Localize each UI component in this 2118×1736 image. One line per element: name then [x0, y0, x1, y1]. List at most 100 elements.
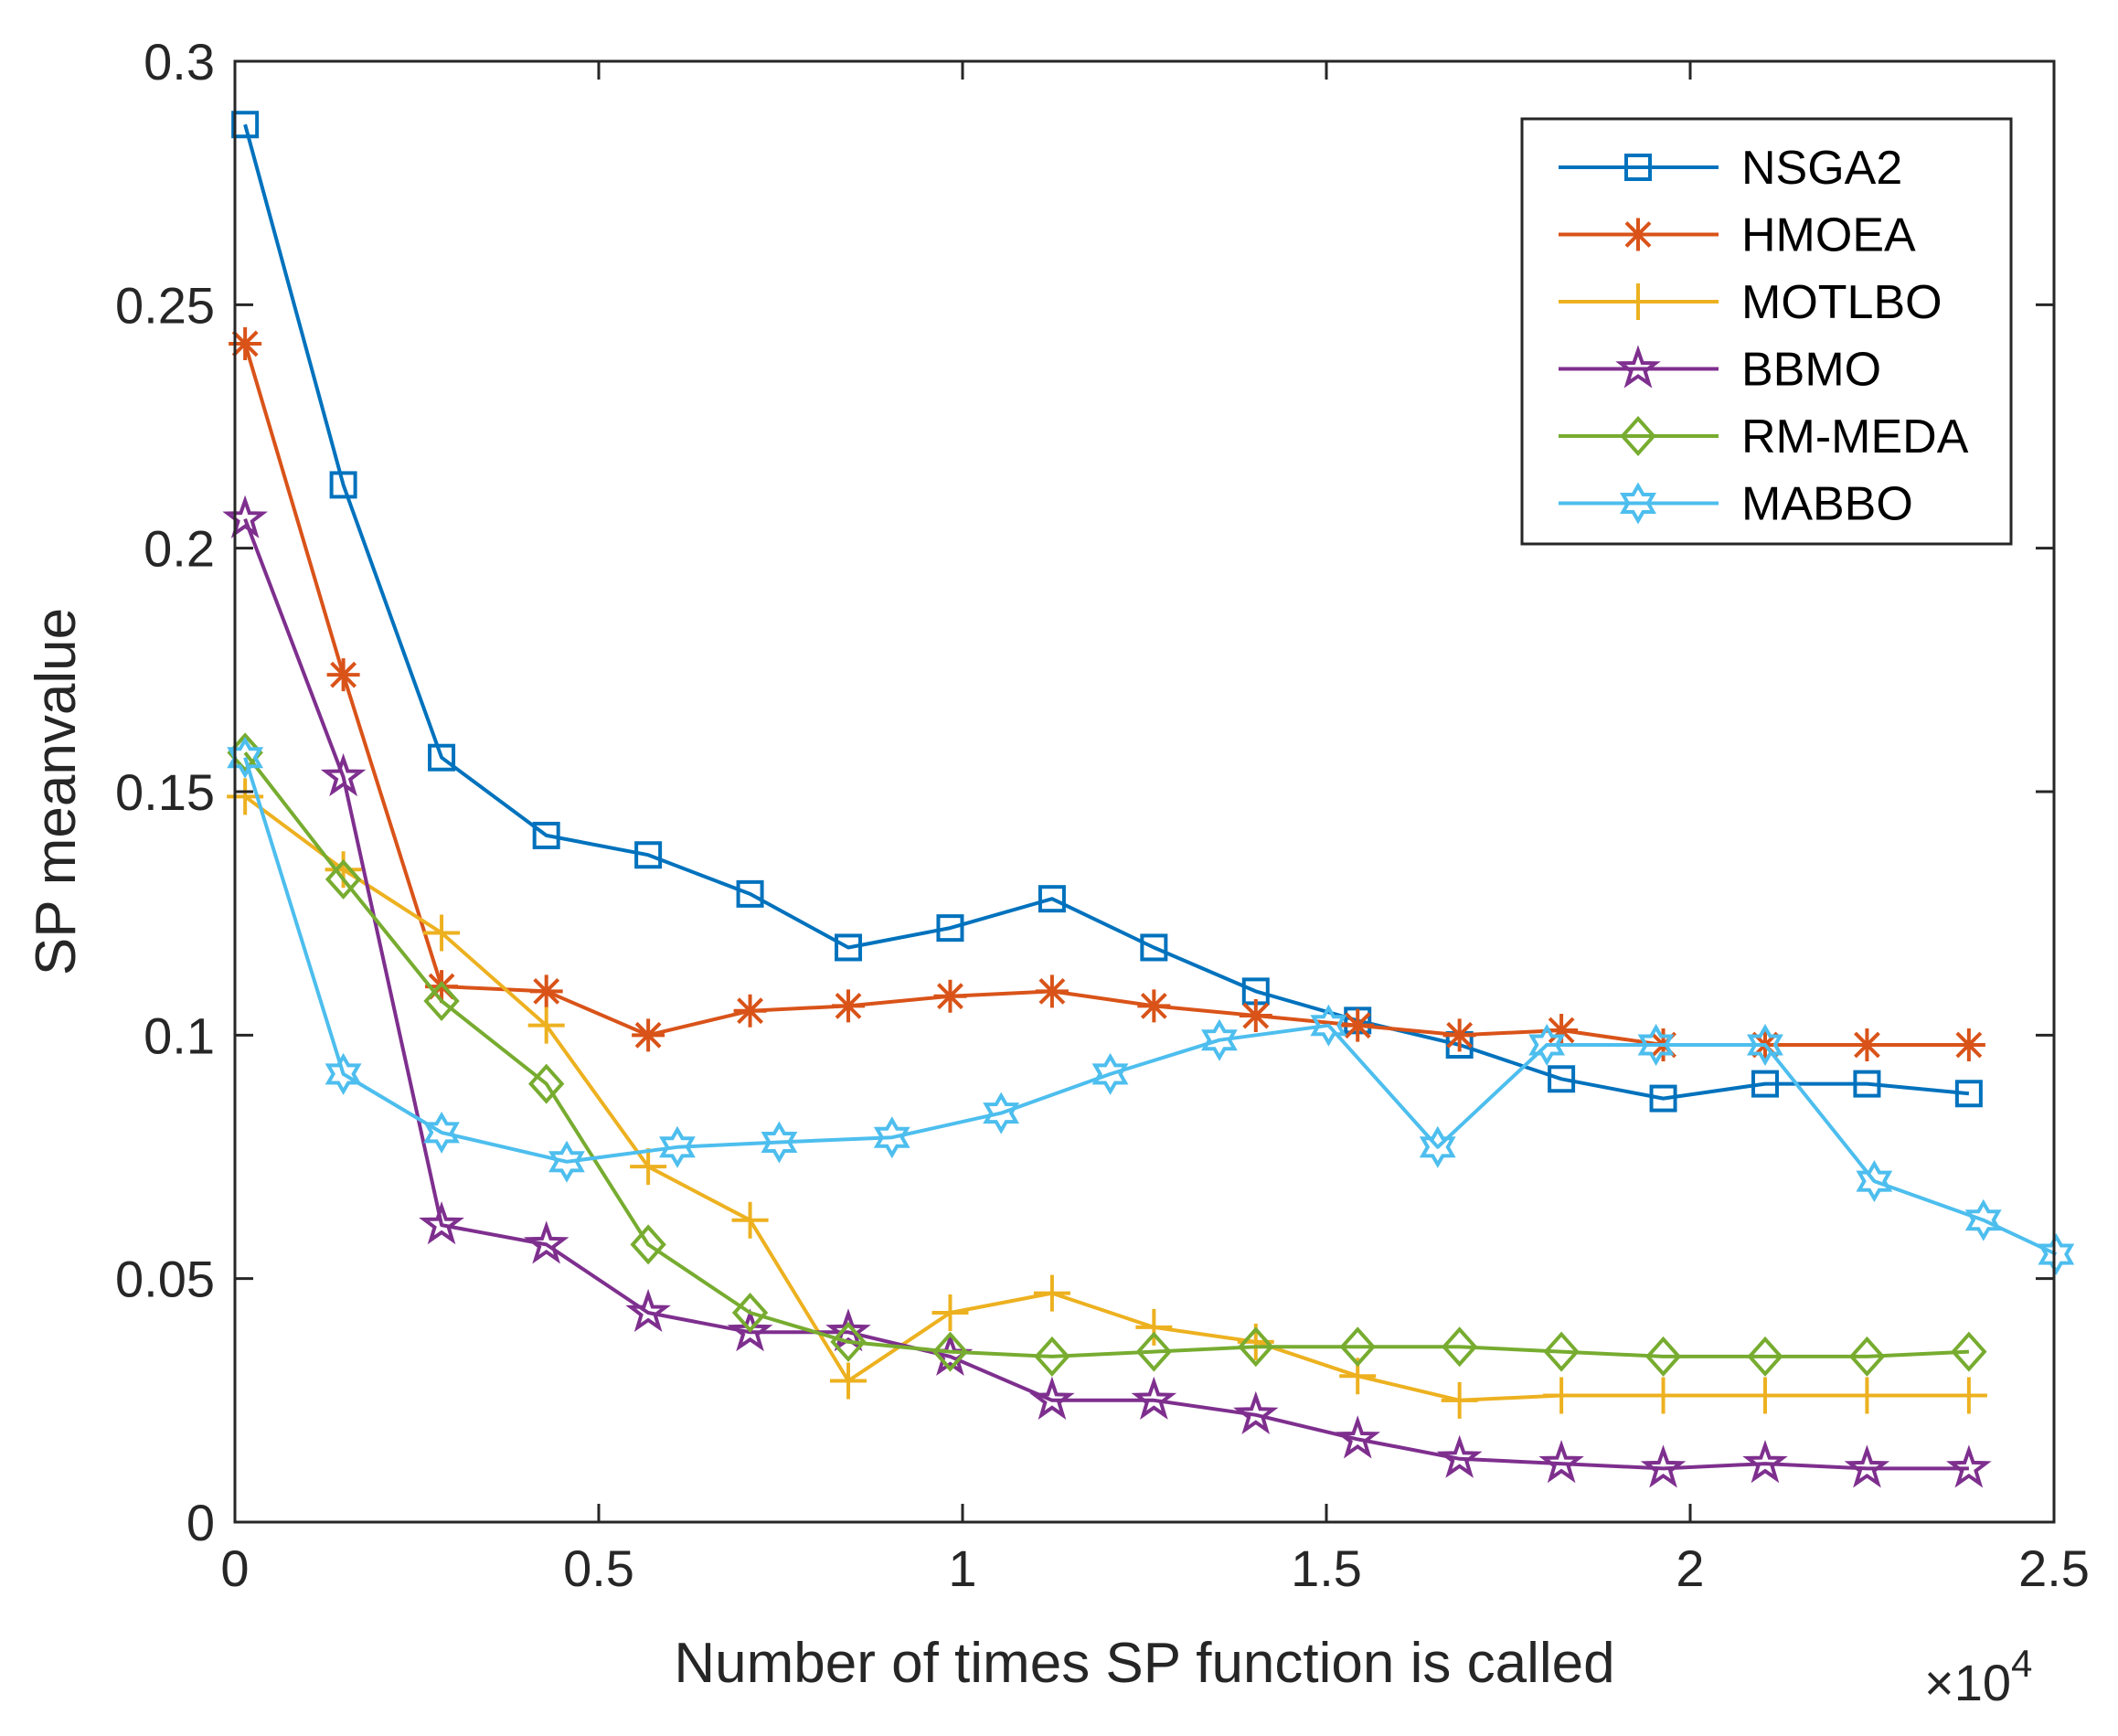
- data-point-nsga2: [428, 743, 456, 772]
- legend: NSGA2 HMOEA MOTLBO BBMO RM-MEDA MABBO: [1520, 117, 2013, 546]
- data-point-nsga2: [634, 841, 663, 869]
- data-point-rm-meda: [325, 858, 362, 900]
- legend-label: NSGA2: [1741, 142, 1902, 195]
- data-point-bbmo: [825, 1308, 871, 1352]
- data-point-mabbo: [761, 1121, 798, 1164]
- data-point-mabbo: [1419, 1125, 1456, 1168]
- data-point-rm-meda: [1034, 1336, 1070, 1377]
- data-point-nsga2: [1649, 1084, 1677, 1113]
- data-point-nsga2: [835, 933, 863, 962]
- data-point-motlbo: [1644, 1377, 1682, 1414]
- legend-marker: [1620, 416, 1656, 456]
- legend-marker: [1620, 283, 1656, 320]
- data-point-hmoea: [1442, 1018, 1476, 1052]
- data-point-nsga2: [532, 821, 560, 849]
- series-line-bbmo: [243, 517, 1969, 1471]
- data-point-hmoea: [1239, 999, 1272, 1033]
- series-bbmo: [222, 495, 1992, 1488]
- legend-box: [1520, 117, 2013, 546]
- data-point-bbmo: [625, 1288, 671, 1332]
- data-point-motlbo: [1441, 1381, 1478, 1419]
- data-point-hmoea: [933, 979, 967, 1013]
- data-point-nsga2: [1751, 1070, 1779, 1098]
- data-point-rm-meda: [1644, 1336, 1682, 1377]
- x-axis-label: Number of times SP function is called: [674, 1632, 1614, 1695]
- data-point-bbmo: [727, 1308, 773, 1352]
- data-point-motlbo: [1135, 1308, 1173, 1346]
- data-point-hmoea: [632, 1018, 665, 1052]
- data-point-bbmo: [1335, 1415, 1381, 1459]
- y-tick-label: 0: [186, 1494, 215, 1551]
- data-point-rm-meda: [630, 1224, 666, 1265]
- y-tick-label: 0.05: [115, 1251, 215, 1308]
- data-point-nsga2: [329, 471, 357, 499]
- data-point-bbmo: [1131, 1376, 1177, 1420]
- data-point-mabbo: [1091, 1052, 1129, 1095]
- data-point-rm-meda: [931, 1331, 969, 1372]
- data-point-nsga2: [1853, 1070, 1881, 1098]
- legend-marker: [1624, 154, 1652, 181]
- data-point-mabbo: [1528, 1024, 1566, 1066]
- legend-item-bbmo: BBMO: [1559, 344, 1881, 397]
- data-point-nsga2: [936, 914, 964, 943]
- data-point-bbmo: [1640, 1444, 1687, 1488]
- y-tick-label: 0.2: [144, 520, 215, 578]
- data-point-bbmo: [320, 752, 367, 797]
- data-point-hmoea: [1545, 1014, 1579, 1048]
- data-point-mabbo: [548, 1140, 585, 1183]
- y-tick-label: 0.25: [115, 276, 215, 334]
- data-point-bbmo: [1844, 1444, 1890, 1488]
- data-point-mabbo: [873, 1116, 910, 1159]
- data-point-mabbo: [1747, 1024, 1783, 1066]
- data-point-hmoea: [1137, 989, 1171, 1023]
- data-point-rm-meda: [830, 1321, 867, 1362]
- data-point-mabbo: [1856, 1160, 1893, 1203]
- data-point-motlbo: [1746, 1377, 1783, 1414]
- data-point-rm-meda: [1543, 1331, 1580, 1372]
- legend-item-hmoea: HMOEA: [1559, 209, 1916, 262]
- data-point-hmoea: [733, 994, 767, 1028]
- data-point-rm-meda: [1747, 1336, 1783, 1377]
- data-point-rm-meda: [423, 981, 460, 1022]
- data-point-motlbo: [830, 1362, 867, 1400]
- data-point-mabbo: [2038, 1233, 2075, 1275]
- data-point-rm-meda: [1135, 1331, 1173, 1372]
- data-point-bbmo: [1946, 1444, 1992, 1488]
- data-point-bbmo: [1742, 1440, 1788, 1484]
- series-mabbo: [227, 736, 2075, 1275]
- data-point-motlbo: [423, 914, 461, 952]
- legend-marker: [1620, 482, 1656, 525]
- legend-marker: [1622, 218, 1655, 251]
- data-point-rm-meda: [1238, 1326, 1274, 1368]
- legend-label: HMOEA: [1741, 209, 1916, 262]
- data-point-motlbo: [931, 1294, 969, 1331]
- data-point-rm-meda: [528, 1063, 565, 1104]
- data-point-nsga2: [231, 111, 260, 139]
- series-layer: [222, 111, 2075, 1488]
- data-point-bbmo: [1029, 1376, 1075, 1420]
- data-point-bbmo: [1538, 1440, 1584, 1484]
- y-tick-label: 0.15: [115, 763, 215, 821]
- data-point-nsga2: [1038, 885, 1066, 913]
- legend-item-motlbo: MOTLBO: [1559, 276, 1942, 329]
- data-point-rm-meda: [731, 1292, 769, 1333]
- legend-item-rm-meda: RM-MEDA: [1559, 410, 1969, 463]
- data-point-hmoea: [529, 975, 563, 1008]
- y-tick-label: 0.3: [144, 33, 215, 91]
- x-tick-label: 0: [220, 1539, 249, 1597]
- x-multiplier: ×104: [1924, 1642, 2032, 1711]
- data-point-mabbo: [1201, 1018, 1238, 1061]
- series-motlbo: [227, 778, 1987, 1419]
- data-point-hmoea: [1035, 975, 1069, 1008]
- data-point-hmoea: [1850, 1028, 1884, 1061]
- y-axis-label: SP meanvalue: [25, 608, 88, 975]
- data-point-rm-meda: [1848, 1336, 1886, 1377]
- data-point-mabbo: [227, 736, 264, 779]
- data-point-hmoea: [229, 326, 262, 360]
- data-point-motlbo: [527, 1006, 565, 1044]
- data-point-motlbo: [1033, 1274, 1070, 1312]
- data-point-rm-meda: [1951, 1331, 1987, 1372]
- x-tick-label: 2: [1676, 1539, 1704, 1597]
- data-point-bbmo: [419, 1201, 464, 1245]
